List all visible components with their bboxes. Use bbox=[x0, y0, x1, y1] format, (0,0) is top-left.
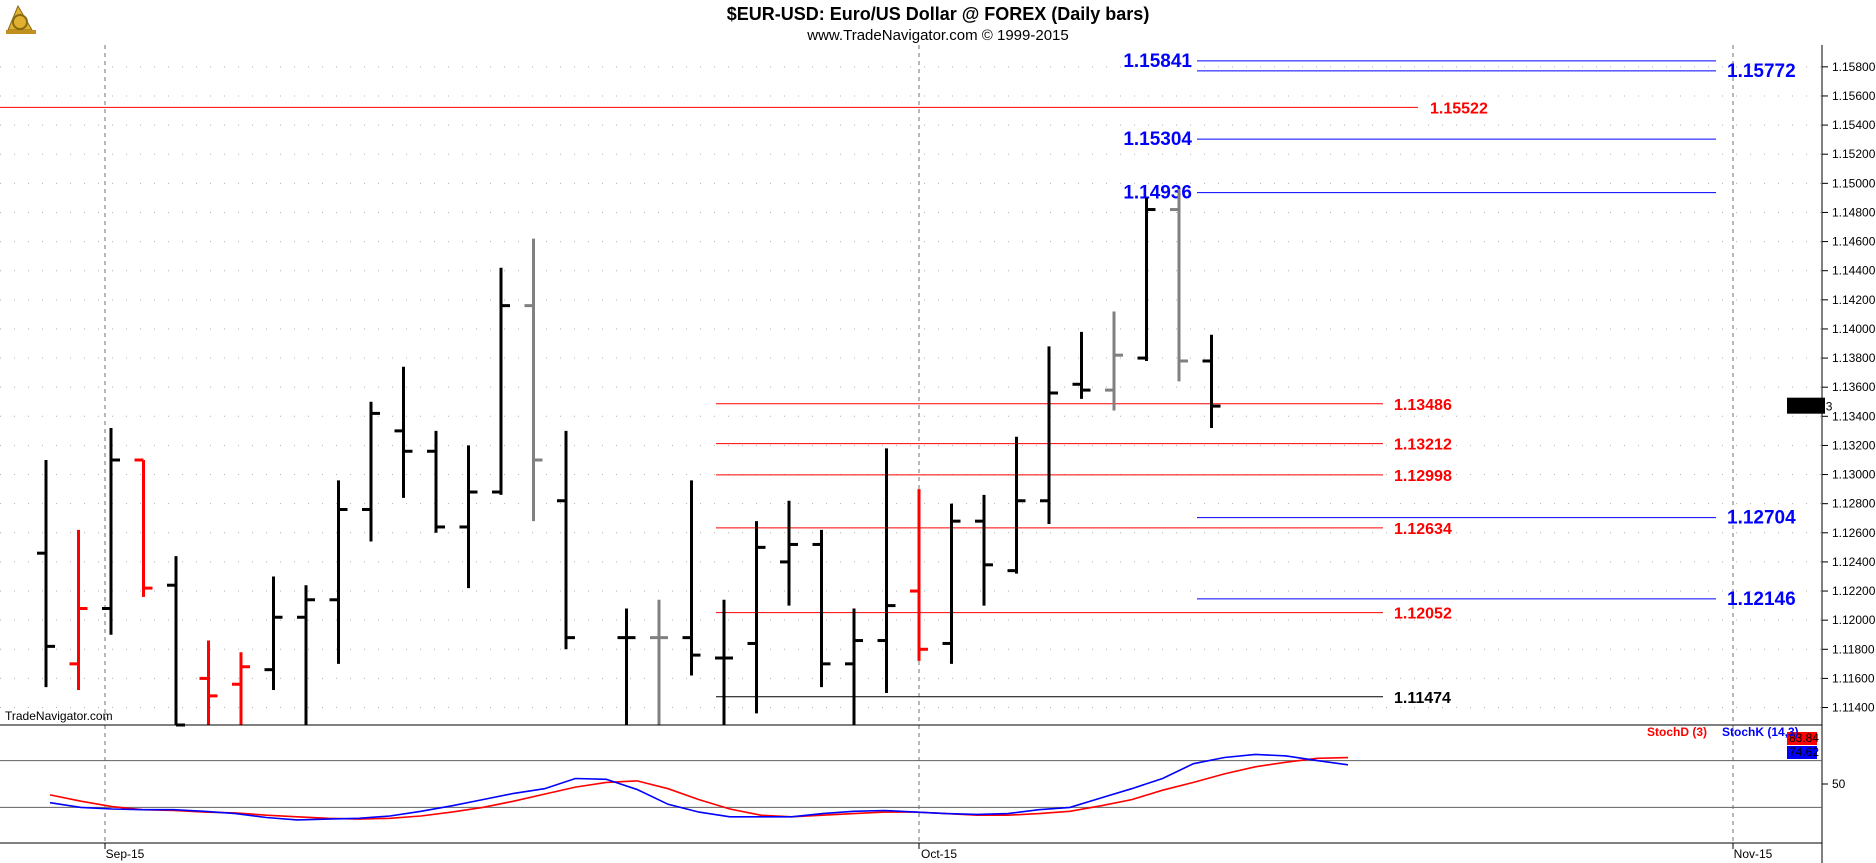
stochastic-legend: StochD (3) StochK (14,3) bbox=[1647, 725, 1799, 739]
y-tick-label: 1.11800 bbox=[1832, 642, 1875, 656]
y-tick-label: 1.11600 bbox=[1832, 671, 1875, 685]
y-tick-label: 1.13600 bbox=[1832, 380, 1876, 394]
y-tick-label: 1.12800 bbox=[1832, 497, 1876, 511]
y-tick-label: 1.15600 bbox=[1832, 89, 1876, 103]
level-label: 1.12704 bbox=[1727, 508, 1796, 529]
stoch-value-tag bbox=[1787, 732, 1817, 745]
y-tick-label: 1.15800 bbox=[1832, 60, 1876, 74]
level-label: 1.13212 bbox=[1394, 437, 1452, 454]
price-levels: 1.15841 1.15772 1.15522 1.15304 1.14936 1.134… bbox=[0, 51, 1796, 707]
level-label: 1.12052 bbox=[1394, 606, 1452, 623]
chart-subtitle: www.TradeNavigator.com © 1999-2015 bbox=[806, 27, 1068, 44]
stoch-value-tag bbox=[1787, 746, 1817, 759]
watermark: TradeNavigator.com bbox=[5, 709, 113, 723]
y-tick-label: 1.14000 bbox=[1832, 322, 1876, 336]
level-label: 1.15304 bbox=[1123, 129, 1192, 150]
y-tick-label: 1.13000 bbox=[1832, 468, 1876, 482]
stoch-line bbox=[49, 756, 1349, 820]
price-axis: 1.11400 1.11600 1.11800 1.12000 1.12200 1.124… bbox=[1787, 60, 1876, 715]
y-tick-label: 1.12400 bbox=[1832, 555, 1876, 569]
y-tick-label: 1.14800 bbox=[1832, 205, 1876, 219]
date-axis: Sep-15 Oct-15 Nov-15 bbox=[104, 843, 1773, 861]
y-tick-label: 1.15000 bbox=[1832, 176, 1876, 190]
logo-icon bbox=[6, 4, 36, 34]
y-tick-label: 1.13400 bbox=[1832, 409, 1876, 423]
x-tick-label: Nov-15 bbox=[1734, 847, 1773, 861]
stoch-value-label: 83.84 bbox=[1789, 731, 1819, 745]
level-label: 1.12998 bbox=[1394, 468, 1452, 485]
stoch-value-label: 74.62 bbox=[1789, 745, 1819, 759]
level-label: 1.11474 bbox=[1394, 690, 1451, 707]
price-panel bbox=[0, 45, 1822, 725]
y-tick-label: 1.13200 bbox=[1832, 438, 1876, 452]
y-tick-label: 1.12600 bbox=[1832, 526, 1876, 540]
y-tick-label: 1.11400 bbox=[1832, 701, 1875, 715]
stoch-tick-label: 50 bbox=[1832, 777, 1846, 791]
y-tick-label: 1.15400 bbox=[1832, 118, 1876, 132]
level-label: 1.13486 bbox=[1394, 397, 1452, 414]
level-label: 1.14936 bbox=[1123, 183, 1192, 204]
level-label: 1.15841 bbox=[1123, 51, 1192, 72]
stoch-line bbox=[49, 753, 1349, 821]
last-price-tag bbox=[1787, 397, 1825, 414]
level-label: 1.12146 bbox=[1727, 589, 1796, 610]
y-tick-label: 1.14200 bbox=[1832, 293, 1876, 307]
grid bbox=[0, 66, 1822, 709]
y-tick-label: 1.12200 bbox=[1832, 584, 1876, 598]
x-tick-label: Oct-15 bbox=[921, 847, 957, 861]
y-tick-label: 1.14400 bbox=[1832, 264, 1876, 278]
y-tick-label: 1.15200 bbox=[1832, 147, 1876, 161]
y-tick-label: 1.12000 bbox=[1832, 613, 1876, 627]
level-label: 1.12634 bbox=[1394, 521, 1452, 538]
y-tick-label: 1.14600 bbox=[1832, 235, 1876, 249]
x-tick-label: Sep-15 bbox=[106, 847, 145, 861]
date-gridlines bbox=[104, 45, 1734, 843]
y-tick-label: 1.13800 bbox=[1832, 351, 1876, 365]
legend-stochk: StochK (14,3) bbox=[1722, 725, 1799, 739]
level-label: 1.15772 bbox=[1727, 61, 1796, 82]
price-bars bbox=[37, 189, 1221, 727]
chart-title: $EUR-USD: Euro/US Dollar @ FOREX (Daily … bbox=[727, 4, 1150, 24]
level-label: 1.15522 bbox=[1430, 100, 1488, 117]
last-price-label: 1.13473 bbox=[1789, 400, 1833, 414]
legend-stochd: StochD (3) bbox=[1647, 725, 1707, 739]
